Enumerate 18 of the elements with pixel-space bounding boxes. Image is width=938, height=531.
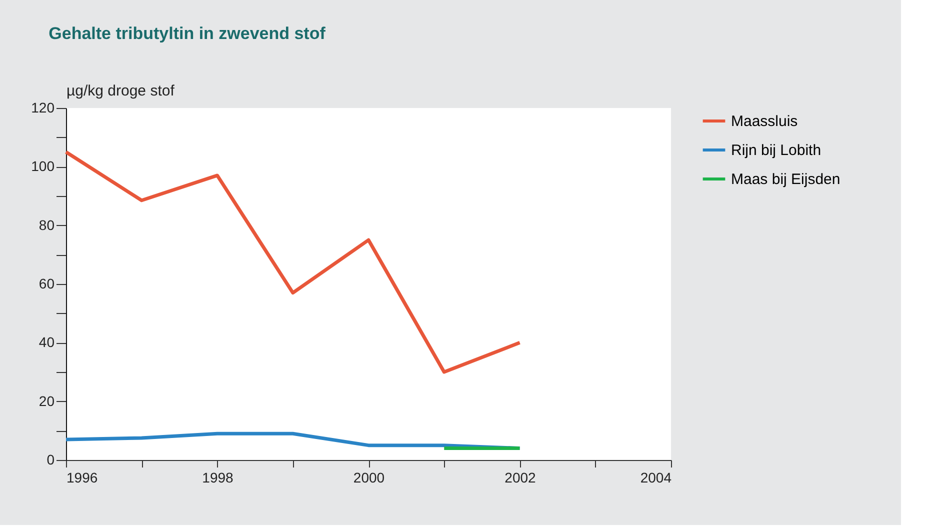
x-tick-label: 2000 xyxy=(353,470,385,486)
legend-label: Maas bij Eijsden xyxy=(731,171,840,188)
chart-title: Gehalte tributyltin in zwevend stof xyxy=(48,24,326,43)
y-tick-label: 40 xyxy=(38,334,55,350)
y-axis-title: µg/kg droge stof xyxy=(66,82,176,100)
y-tick-label: 80 xyxy=(38,216,55,233)
legend-label: Rijn bij Lobith xyxy=(731,142,822,159)
line-series xyxy=(64,150,522,374)
y-tick-label: 120 xyxy=(31,100,55,116)
x-tick-label: 1998 xyxy=(202,470,234,486)
x-tick-label: 2002 xyxy=(504,470,536,486)
x-tick-label: 2004 xyxy=(640,470,672,486)
y-tick-label: 100 xyxy=(31,158,55,174)
legend-label: Maassluis xyxy=(731,113,798,130)
x-tick-label: 1996 xyxy=(66,470,98,486)
y-tick-label: 0 xyxy=(46,452,55,468)
y-tick-label: 60 xyxy=(38,276,55,292)
y-tick-label: 20 xyxy=(38,392,55,409)
